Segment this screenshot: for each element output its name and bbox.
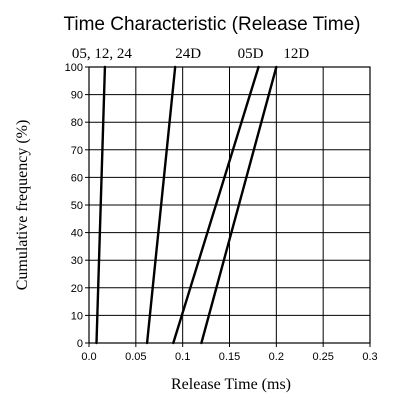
series-label: 12D bbox=[283, 46, 309, 62]
y-tick-label: 50 bbox=[71, 200, 83, 212]
series-line bbox=[200, 65, 278, 345]
y-tick-label: 30 bbox=[71, 255, 83, 267]
x-tick-label: 0.25 bbox=[312, 351, 333, 363]
x-tick-label: 0.2 bbox=[269, 351, 284, 363]
x-tick-label: 0.15 bbox=[219, 351, 240, 363]
chart-title: Time Characteristic (Release Time) bbox=[63, 14, 360, 35]
x-axis-label: Release Time (ms) bbox=[171, 376, 291, 393]
x-tick-label: 0.3 bbox=[362, 351, 377, 363]
series-lines bbox=[95, 65, 278, 345]
y-tick-label: 70 bbox=[71, 145, 83, 157]
y-tick-label: 90 bbox=[71, 90, 83, 102]
y-axis-ticks: 0 10 20 30 40 50 60 70 80 90 100 bbox=[65, 62, 89, 350]
grid bbox=[88, 66, 371, 344]
x-tick-label: 0.05 bbox=[125, 351, 146, 363]
y-tick-label: 40 bbox=[71, 228, 83, 240]
series-label: 05, 12, 24 bbox=[72, 46, 133, 62]
y-tick-label: 60 bbox=[71, 172, 83, 184]
y-tick-label: 20 bbox=[71, 283, 83, 295]
series-labels: 05, 12, 24 24D 05D 12D bbox=[72, 46, 309, 62]
series-label: 24D bbox=[175, 46, 201, 62]
series-label: 05D bbox=[238, 46, 264, 62]
series-line bbox=[172, 65, 260, 345]
x-tick-label: 0.1 bbox=[175, 351, 190, 363]
y-tick-label: 0 bbox=[77, 338, 83, 350]
y-tick-label: 10 bbox=[71, 310, 83, 322]
x-axis-ticks: 0.0 0.05 0.1 0.15 0.2 0.25 0.3 bbox=[81, 343, 378, 363]
series-line bbox=[95, 65, 107, 345]
x-tick-label: 0.0 bbox=[81, 351, 96, 363]
y-tick-label: 100 bbox=[65, 62, 83, 74]
y-tick-label: 80 bbox=[71, 117, 83, 129]
series-line bbox=[145, 65, 177, 345]
y-axis-label: Cumulative frequency (%) bbox=[14, 120, 31, 291]
